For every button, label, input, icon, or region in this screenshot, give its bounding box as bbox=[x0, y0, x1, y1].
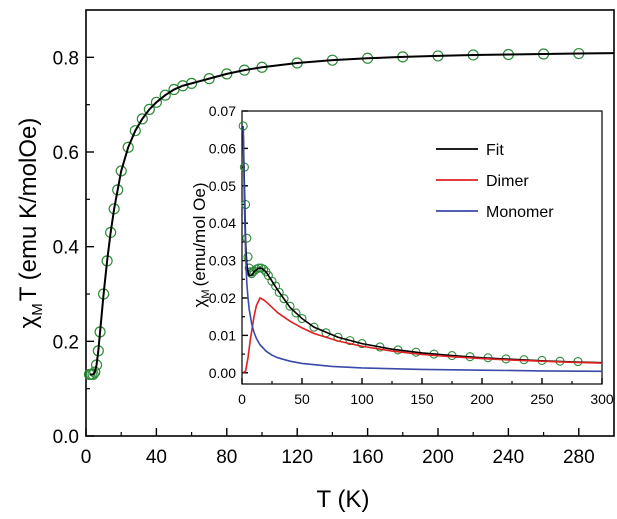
inset-data-point bbox=[242, 233, 252, 243]
main-fit-line bbox=[89, 52, 615, 376]
inset-line-monomer bbox=[242, 125, 603, 373]
inset-data-point bbox=[309, 322, 319, 332]
inset-x-tick-label: 50 bbox=[294, 391, 310, 407]
main-y-axis-title: χMT (emu K/molOe) bbox=[15, 118, 46, 329]
inset-legend: Fit Dimer Monomer bbox=[436, 142, 554, 221]
main-data-point bbox=[221, 68, 233, 80]
inset-data-point bbox=[259, 264, 269, 274]
main-data-point bbox=[89, 366, 101, 378]
main-chart: 0 40 80 120 160 200 240 280 0.0 0.2 0.4 0.6 0.8 T (K… bbox=[15, 9, 615, 513]
inset-data-point bbox=[297, 314, 307, 324]
inset-data-point bbox=[243, 252, 253, 262]
main-y-tick-label: 0.8 bbox=[53, 48, 79, 69]
inset-x-tick-label: 0 bbox=[238, 391, 246, 407]
main-x-tick-label: 120 bbox=[281, 447, 313, 468]
inset-y-axis-title-sub: M bbox=[200, 289, 212, 298]
main-x-tick-label: 160 bbox=[352, 447, 384, 468]
main-data-point bbox=[122, 141, 134, 153]
main-y-axis-title-rest: T (emu K/molOe) bbox=[15, 118, 42, 302]
main-x-tick-label: 240 bbox=[493, 447, 525, 468]
inset-axis-ticks: 0 50 100 150 200 250 300 0.00 0.01 0.02 0.03 0.04 0.… bbox=[209, 103, 614, 407]
inset-y-tick-label: 0.04 bbox=[209, 215, 236, 231]
main-y-tick-label: 0.4 bbox=[53, 238, 80, 259]
main-data-point bbox=[143, 103, 155, 116]
main-y-axis-title-chi: χ bbox=[15, 315, 42, 328]
inset-line-fit bbox=[242, 129, 603, 364]
main-data-point bbox=[186, 77, 198, 89]
svg-text:χMT (emu K/molOe): χMT (emu K/molOe) bbox=[15, 118, 46, 329]
inset-y-tick-label: 0.02 bbox=[209, 290, 236, 306]
main-data-point bbox=[136, 113, 148, 125]
main-data-point bbox=[129, 125, 141, 137]
inset-x-tick-label: 250 bbox=[530, 391, 554, 407]
main-y-tick-label: 0.2 bbox=[53, 332, 79, 353]
legend-label-dimer: Dimer bbox=[486, 173, 529, 190]
legend-label-fit: Fit bbox=[486, 142, 504, 159]
inset-y-tick-label: 0.03 bbox=[209, 253, 236, 269]
inset-background bbox=[242, 111, 602, 384]
legend-label-monomer: Monomer bbox=[486, 204, 554, 221]
main-data-point bbox=[159, 89, 171, 101]
inset-data-point bbox=[291, 308, 301, 318]
inset-line-dimer bbox=[242, 296, 603, 374]
main-y-tick-label: 0.6 bbox=[53, 143, 79, 164]
inset-y-tick-label: 0.06 bbox=[209, 140, 236, 156]
main-axis-ticks: 0 40 80 120 160 200 240 280 0.0 0.2 0.4 0.6 0.8 bbox=[53, 48, 595, 468]
inset-x-tick-label: 100 bbox=[350, 391, 374, 407]
inset-data-point bbox=[247, 269, 257, 279]
inset-chart: 0 50 100 150 200 250 300 0.00 0.01 0.02 0.03 0.04 0.… bbox=[190, 103, 614, 407]
inset-y-tick-label: 0.07 bbox=[209, 103, 236, 119]
main-x-tick-label: 40 bbox=[146, 447, 167, 468]
main-x-tick-label: 0 bbox=[81, 447, 92, 468]
inset-y-axis-title-rest: (emu/mol Oe) bbox=[190, 182, 209, 286]
main-y-axis-title-sub: M bbox=[29, 303, 46, 316]
main-data-point bbox=[150, 96, 162, 108]
main-x-axis-title: T (K) bbox=[317, 486, 370, 513]
inset-x-tick-label: 150 bbox=[410, 391, 434, 407]
main-data-point bbox=[87, 368, 99, 381]
inset-y-tick-label: 0.01 bbox=[209, 327, 236, 343]
inset-data-point bbox=[254, 263, 264, 273]
inset-y-axis-title-chi: χ bbox=[190, 299, 209, 308]
svg-text:χM(emu/mol Oe): χM (emu/mol Oe) bbox=[190, 182, 212, 307]
main-x-tick-label: 280 bbox=[563, 447, 595, 468]
inset-y-tick-label: 0.00 bbox=[209, 365, 236, 381]
main-y-tick-label: 0.0 bbox=[53, 427, 79, 448]
main-x-tick-label: 80 bbox=[216, 447, 237, 468]
main-data-layer bbox=[83, 47, 615, 381]
inset-y-tick-label: 0.05 bbox=[209, 178, 236, 194]
inset-data-point bbox=[274, 287, 284, 297]
main-x-tick-label: 200 bbox=[422, 447, 454, 468]
inset-y-axis-title: χM (emu/mol Oe) bbox=[190, 182, 212, 307]
main-data-point bbox=[203, 73, 215, 85]
main-plot-frame bbox=[85, 9, 615, 437]
inset-data-point bbox=[345, 336, 355, 346]
inset-x-tick-label: 300 bbox=[590, 391, 614, 407]
inset-data-point bbox=[279, 294, 289, 304]
inset-data-layer bbox=[238, 121, 603, 374]
inset-x-tick-label: 200 bbox=[470, 391, 494, 407]
inset-data-point bbox=[285, 301, 295, 311]
